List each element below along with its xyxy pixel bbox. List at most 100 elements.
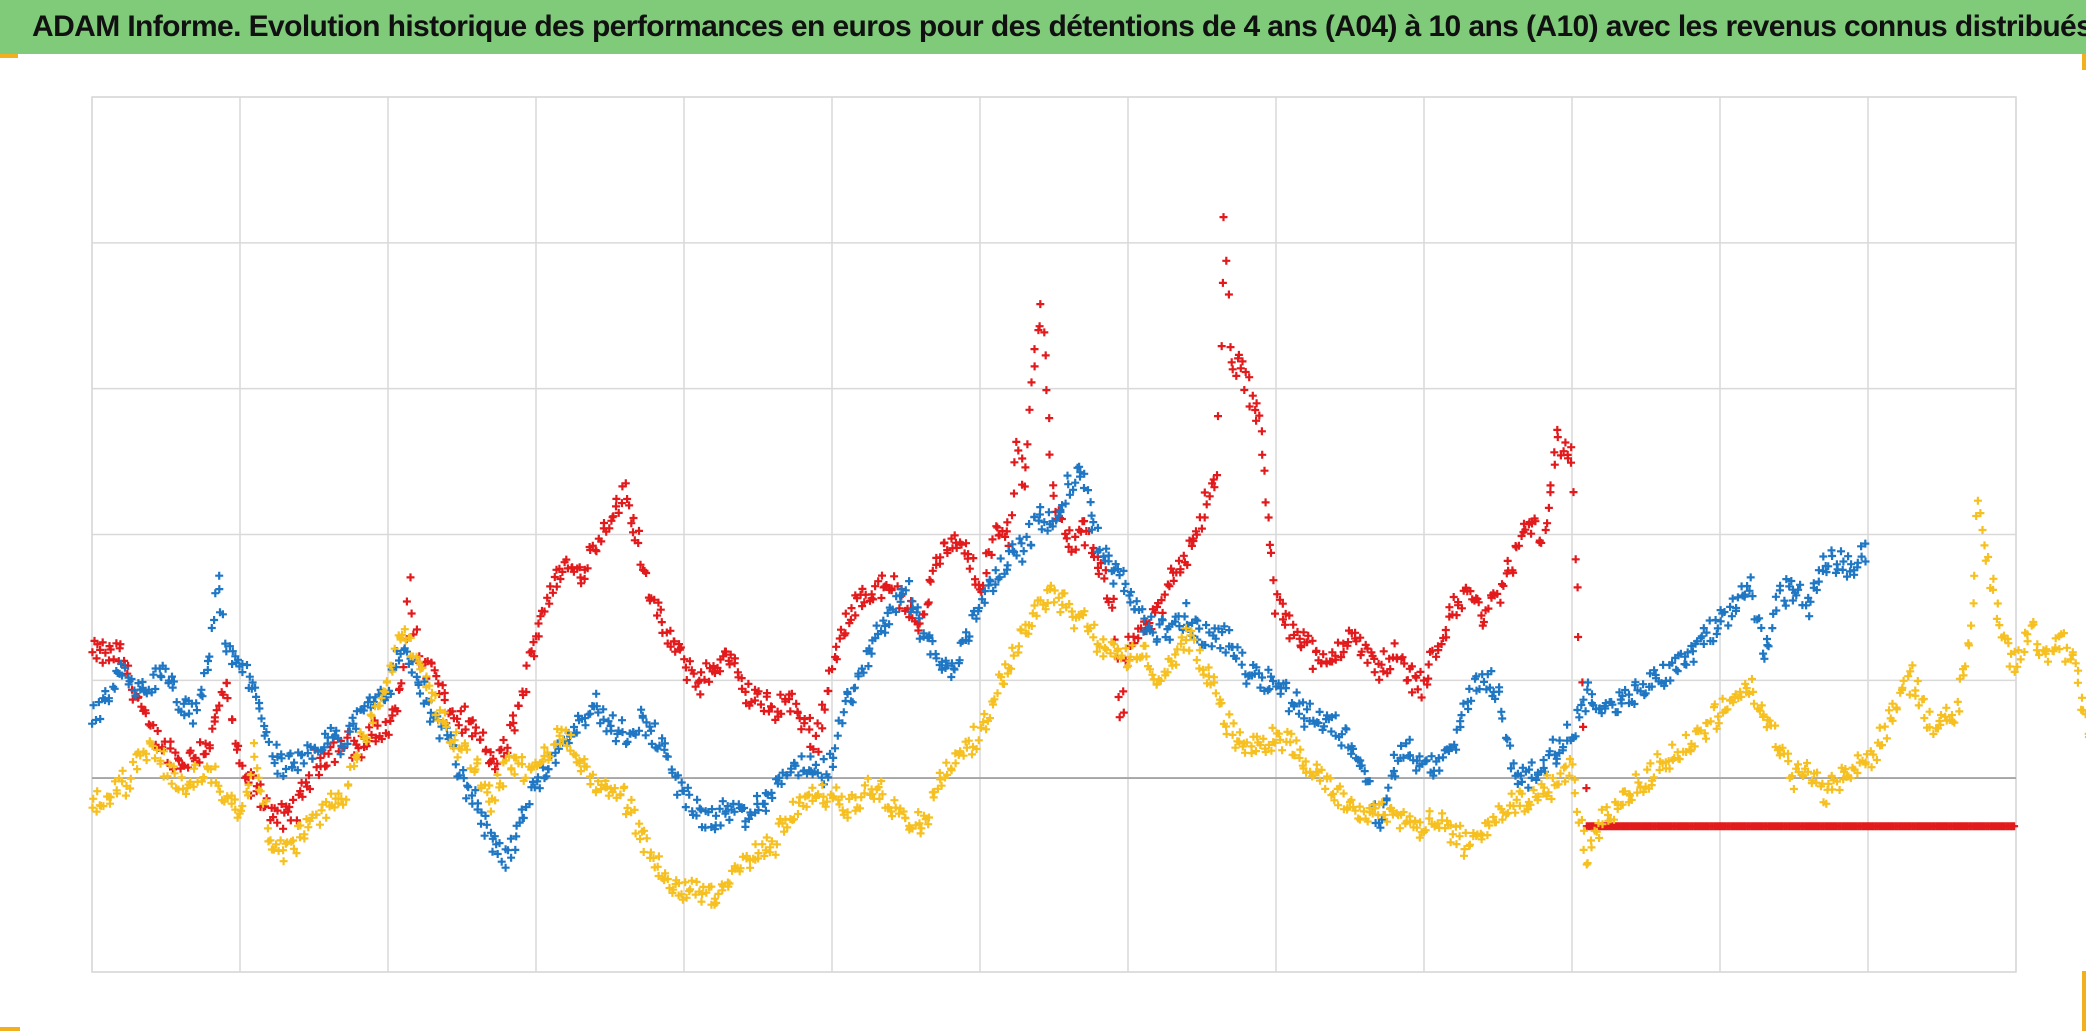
- data-point: [1442, 633, 1451, 642]
- data-point: [915, 614, 924, 623]
- data-point: [1089, 518, 1098, 527]
- data-point: [1375, 675, 1384, 684]
- data-point: [1327, 727, 1336, 736]
- data-point: [824, 773, 833, 782]
- data-point: [1841, 765, 1850, 773]
- data-point: [1003, 518, 1012, 527]
- data-point: [1132, 597, 1141, 606]
- data-point: [207, 624, 216, 632]
- data-point: [1714, 712, 1723, 721]
- data-point: [269, 813, 278, 822]
- data-point: [1030, 601, 1039, 610]
- data-point: [1295, 754, 1304, 762]
- data-point: [118, 671, 126, 680]
- data-point: [1334, 801, 1343, 810]
- data-point: [1904, 672, 1913, 681]
- data-point: [1379, 647, 1388, 656]
- data-point: [601, 776, 610, 785]
- data-point: [1700, 729, 1709, 738]
- data-point: [177, 773, 186, 782]
- data-point: [1771, 721, 1780, 730]
- data-point: [1030, 362, 1039, 371]
- data-point: [1491, 694, 1500, 703]
- data-point: [486, 807, 495, 816]
- data-point: [1517, 777, 1526, 786]
- data-point: [234, 741, 243, 750]
- data-point: [592, 689, 601, 698]
- data-point: [1183, 560, 1192, 569]
- data-point: [1417, 693, 1426, 702]
- data-point: [412, 672, 421, 681]
- data-point: [1200, 641, 1209, 649]
- data-point: [1064, 542, 1073, 551]
- data-point: [959, 751, 968, 760]
- data-point: [279, 824, 288, 833]
- data-point: [1218, 628, 1227, 637]
- data-point: [1768, 624, 1777, 633]
- data-point: [1446, 821, 1455, 830]
- corner-accent-top-left: [0, 54, 18, 58]
- data-point: [298, 792, 307, 801]
- data-point: [395, 684, 404, 693]
- data-point: [1655, 766, 1664, 774]
- data-point: [1126, 598, 1135, 607]
- data-point: [989, 700, 997, 709]
- data-point: [576, 767, 585, 776]
- data-point: [2010, 667, 2019, 676]
- data-point: [225, 642, 234, 651]
- data-point: [1914, 701, 1923, 710]
- data-point: [185, 709, 193, 718]
- data-point: [1412, 823, 1421, 832]
- data-point: [1080, 469, 1089, 478]
- data-point: [153, 745, 161, 754]
- data-point: [184, 763, 193, 772]
- data-point: [1980, 541, 1989, 550]
- data-point: [765, 848, 774, 857]
- data-point: [252, 692, 261, 701]
- data-point: [702, 659, 711, 668]
- data-point: [1732, 606, 1740, 615]
- data-point: [241, 773, 250, 782]
- data-point: [1169, 576, 1178, 585]
- data-point: [697, 897, 706, 906]
- data-point: [1231, 743, 1240, 752]
- data-point: [1448, 830, 1457, 839]
- data-point: [219, 690, 228, 699]
- data-point: [1056, 608, 1065, 617]
- data-point: [1258, 673, 1267, 682]
- data-point: [1331, 711, 1340, 720]
- data-point: [1898, 683, 1907, 692]
- data-point: [1668, 658, 1677, 667]
- data-point: [1806, 597, 1815, 606]
- data-point: [1554, 780, 1563, 789]
- data-point: [1561, 438, 1570, 447]
- data-point: [2044, 657, 2052, 666]
- chart-area: [0, 54, 2086, 1031]
- data-point: [1032, 611, 1041, 620]
- data-point: [887, 586, 896, 595]
- corner-accent-bottom-right: [2082, 971, 2086, 1031]
- data-point: [273, 806, 282, 815]
- data-point: [993, 523, 1002, 532]
- data-point: [1702, 628, 1711, 637]
- data-point: [1650, 666, 1659, 675]
- data-point: [1477, 611, 1486, 620]
- data-point: [1009, 651, 1018, 660]
- data-point: [1119, 566, 1128, 575]
- data-point: [609, 512, 618, 521]
- data-point: [299, 759, 308, 768]
- data-point: [1828, 785, 1837, 794]
- data-point: [1370, 654, 1379, 663]
- corner-accent-top-right: [2082, 54, 2086, 70]
- data-point: [402, 597, 411, 606]
- data-point: [995, 573, 1004, 582]
- data-point: [1086, 624, 1095, 633]
- data-point: [1416, 818, 1425, 827]
- data-point: [180, 711, 189, 720]
- data-point: [838, 719, 847, 728]
- data-point: [435, 734, 444, 743]
- data-point: [1349, 744, 1357, 753]
- data-point: [1438, 809, 1447, 818]
- data-point: [1317, 765, 1326, 774]
- data-point: [1195, 624, 1204, 633]
